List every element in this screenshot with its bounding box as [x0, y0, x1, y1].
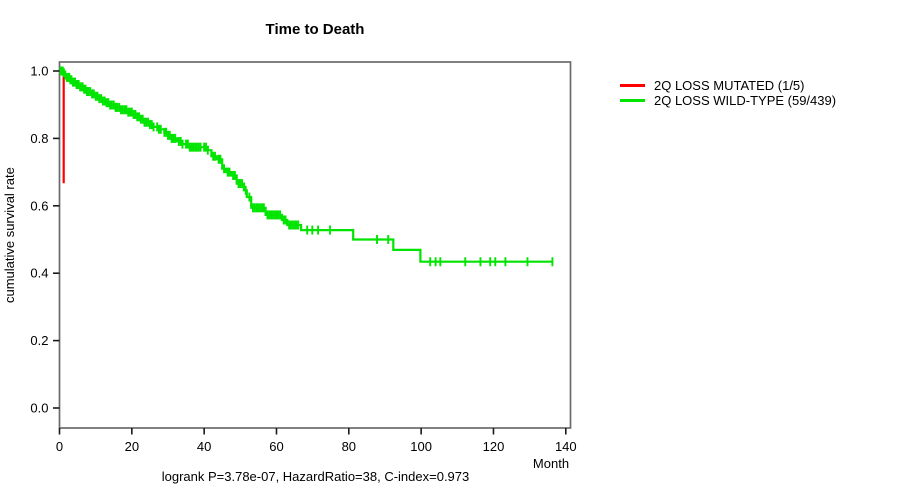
stats-annotation: logrank P=3.78e-07, HazardRatio=38, C-in… [161, 469, 470, 484]
x-tick-label: 140 [555, 439, 577, 454]
km-curve-mutated [62, 69, 65, 184]
legend-row-mutated: 2Q LOSS MUTATED (1/5) [620, 78, 836, 93]
x-tick-label: 80 [342, 439, 356, 454]
x-axis-title: Month [532, 456, 570, 471]
x-tick-label: 120 [483, 439, 505, 454]
y-tick-label: 1.0 [30, 64, 48, 79]
y-tick-label: 0.0 [30, 401, 48, 416]
y-tick-label: 0.4 [30, 266, 48, 281]
x-tick-label: 40 [197, 439, 211, 454]
legend-row-wild-type: 2Q LOSS WILD-TYPE (59/439) [620, 93, 836, 108]
y-tick-label: 0.8 [30, 131, 48, 146]
y-axis-title: cumulative survival rate [2, 167, 17, 303]
y-tick-label: 0.2 [30, 333, 48, 348]
legend-line-mutated-icon [620, 84, 645, 87]
legend-label-wild-type: 2Q LOSS WILD-TYPE (59/439) [654, 93, 837, 108]
legend-line-wild-type-icon [620, 99, 645, 102]
chart-title: Time to Death [265, 21, 365, 38]
x-tick-label: 20 [125, 439, 139, 454]
x-tick-label: 0 [56, 439, 63, 454]
y-tick-label: 0.6 [30, 198, 48, 213]
x-tick-label: 100 [410, 439, 432, 454]
legend: 2Q LOSS MUTATED (1/5) 2Q LOSS WILD-TYPE … [620, 78, 836, 108]
km-curve-wild-type [59, 69, 553, 263]
plot-box [58, 61, 572, 429]
x-tick-label: 60 [269, 439, 283, 454]
legend-label-mutated: 2Q LOSS MUTATED (1/5) [654, 78, 805, 93]
